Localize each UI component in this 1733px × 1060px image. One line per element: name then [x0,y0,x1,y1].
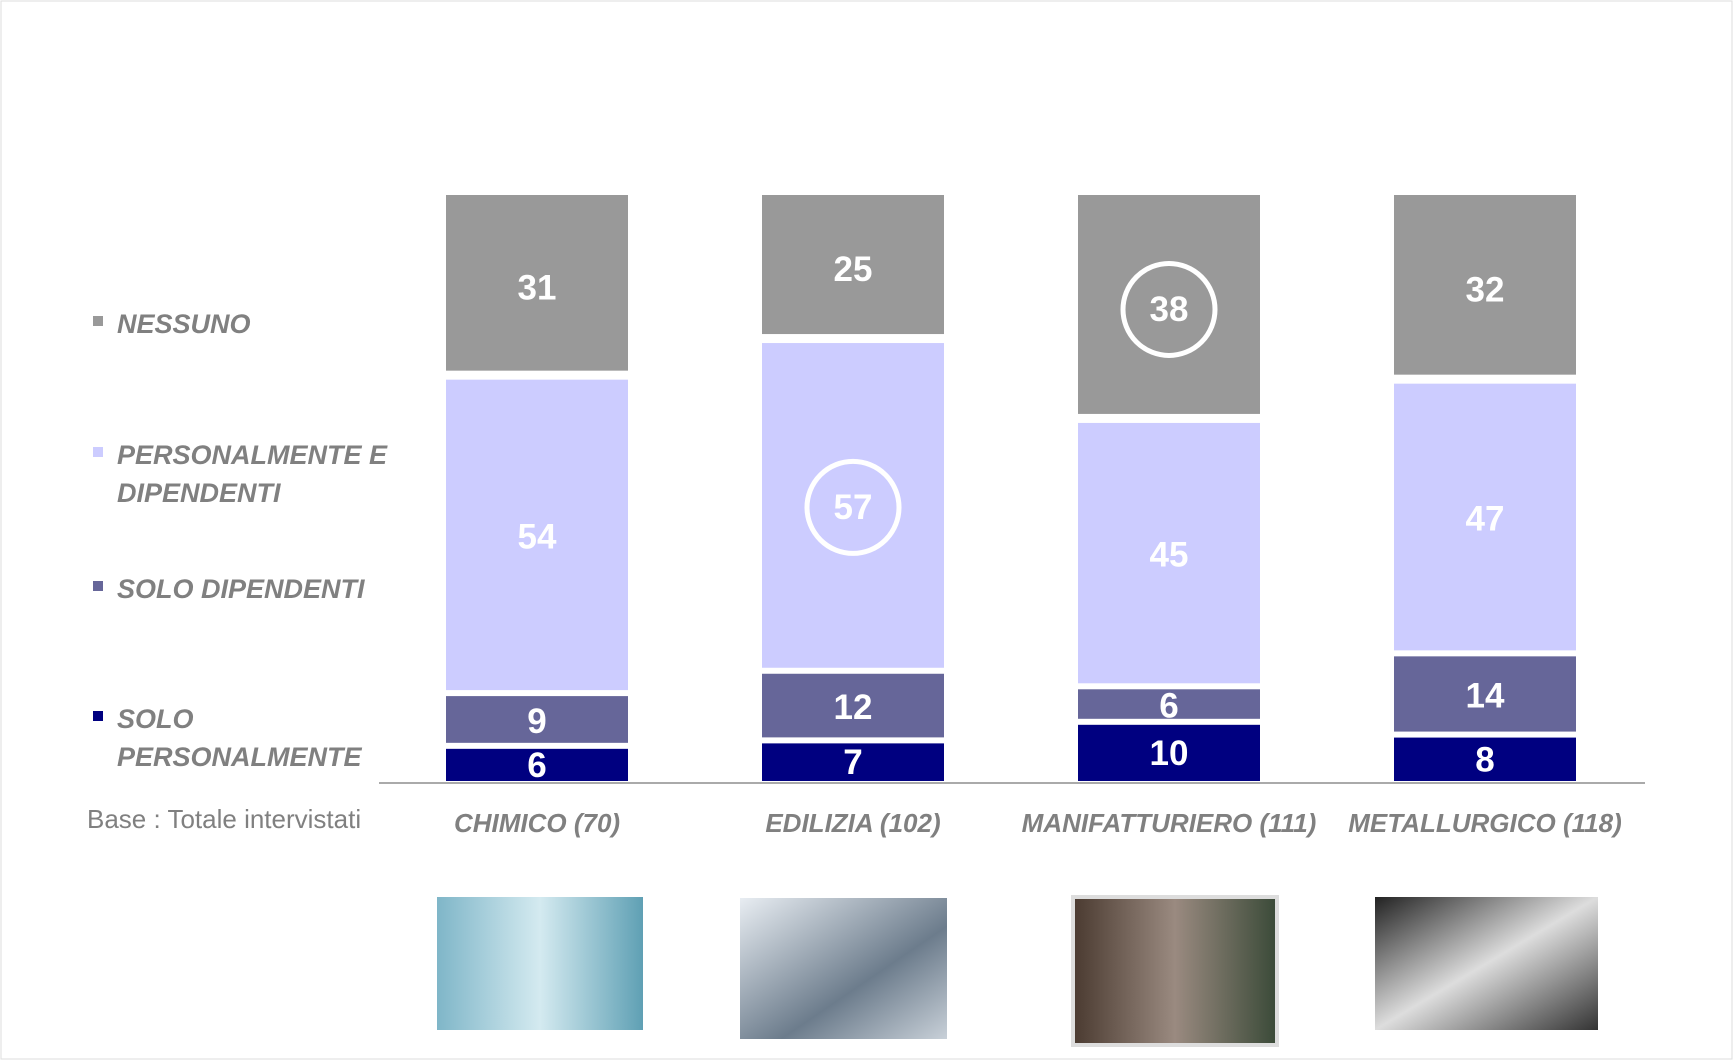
value-label: 8 [1475,740,1494,779]
value-label: 10 [1150,734,1189,773]
value-label: 54 [518,517,557,556]
base-note: Base : Totale intervistati [87,804,362,834]
category-label: MANIFATTURIERO (111) [1021,808,1317,838]
value-label: 31 [518,268,557,307]
category-label: CHIMICO (70) [453,808,621,838]
value-label: 25 [834,250,873,289]
value-label: 14 [1466,676,1505,715]
bar-segment [1078,422,1260,684]
value-label: 47 [1466,500,1505,539]
legend-label: NESSUNO [117,309,251,339]
bar-segment [1394,195,1576,375]
value-label: 32 [1466,270,1505,309]
bar-segment [762,673,944,738]
bar-segment [446,748,628,781]
legend-label: SOLO PERSONALMENTE [117,704,362,772]
bar-segment [762,743,944,781]
value-label: 9 [527,702,546,741]
legend-marker [93,316,103,326]
bar-segment [762,343,944,668]
sector-image [740,898,947,1039]
value-label: 12 [834,688,873,727]
legend-marker [93,711,103,721]
sector-image [437,897,643,1030]
value-label: 57 [834,488,873,527]
highlight-circle [1120,260,1218,358]
legend-label: PERSONALMENTE E DIPENDENTI [117,440,388,508]
value-label: 6 [1159,687,1178,726]
bar-segment [1078,195,1260,414]
highlight-circle [804,458,902,556]
bar-segment [1078,689,1260,719]
bar-segment [1394,383,1576,651]
value-label: 45 [1150,536,1189,575]
bar-segment [762,195,944,335]
bar-segment [1394,737,1576,781]
value-label: 38 [1150,290,1189,329]
sector-image [1071,895,1279,1047]
bar-segment [1078,724,1260,781]
legend-marker [93,447,103,457]
sector-image [1375,897,1598,1030]
category-label: EDILIZIA (102) [765,808,941,838]
category-label: METALLURGICO (118) [1348,808,1622,838]
bar-segment [446,195,628,371]
value-label: 7 [843,743,862,782]
bar-segment [1394,656,1576,732]
legend-label: SOLO DIPENDENTI [117,574,365,604]
legend-marker [93,581,103,591]
bar-segment [446,696,628,743]
value-label: 6 [527,746,546,785]
bar-segment [446,379,628,691]
